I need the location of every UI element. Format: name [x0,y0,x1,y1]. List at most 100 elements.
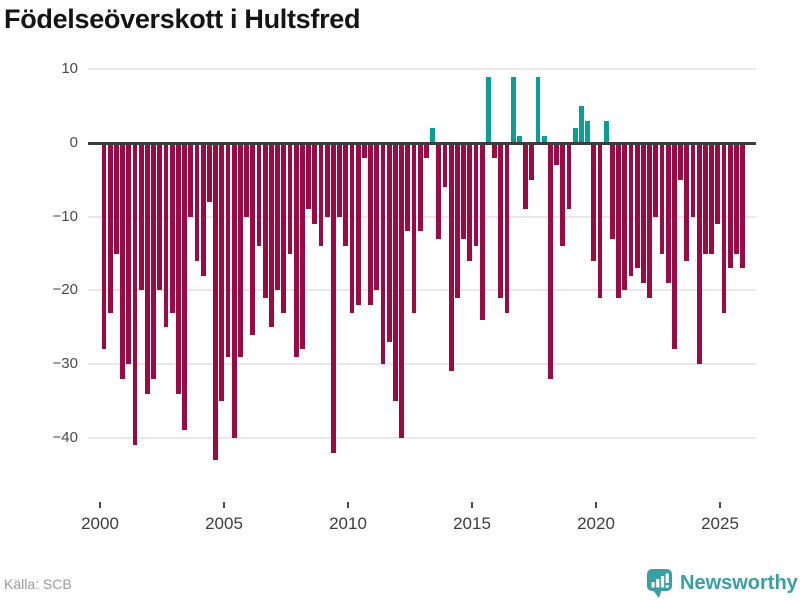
bar [151,143,156,379]
bar [405,143,411,232]
bar [244,143,249,217]
bar [374,143,380,291]
y-gridline [88,289,756,292]
bar [467,143,473,261]
source-note: Källa: SCB [4,576,72,592]
bar [603,120,609,143]
bar [349,143,355,313]
bar [213,143,218,460]
bar [597,143,603,298]
bar [622,143,628,291]
bar [337,143,342,217]
bar [225,143,231,357]
bar [331,143,336,453]
bar [548,143,553,379]
bar [634,143,640,269]
bar [411,143,417,313]
bar [442,143,448,188]
bar [486,76,491,143]
bar [585,120,590,143]
bar [417,143,423,232]
bar [554,143,559,166]
y-axis-label: −10 [52,207,78,225]
bar [157,143,163,291]
x-axis-label: 2005 [205,514,243,533]
x-axis-label: 2020 [577,514,615,533]
bar [517,135,522,143]
bar [523,143,528,210]
bar [194,143,200,261]
bar [312,143,318,225]
x-axis-tick [347,502,349,508]
bar [424,143,429,158]
y-gridline [88,436,756,439]
bar [610,143,615,239]
bar [256,143,262,247]
bar [473,143,479,247]
bar [479,143,485,320]
bar [101,143,107,350]
newsworthy-wordmark: Newsworthy [680,572,798,594]
y-gridline [88,68,756,71]
bar [641,143,646,284]
bar [448,143,454,372]
bar [430,128,435,143]
bar [703,143,708,254]
bar [455,143,460,298]
bar [163,143,169,328]
y-axis-label: −40 [52,428,78,446]
bar [380,143,386,365]
zero-baseline [88,141,756,145]
bar [436,143,442,239]
bar [355,143,361,306]
x-axis-label: 2000 [81,514,119,533]
bar [368,143,373,306]
bar [665,143,671,284]
bar [678,143,683,180]
bar [138,143,144,291]
bar [535,76,541,143]
y-axis-label: 10 [61,60,78,78]
bar [169,143,175,313]
bar [176,143,181,394]
x-axis-label: 2025 [701,514,739,533]
bar [132,143,138,446]
bar [275,143,280,291]
bar [572,128,578,143]
bar [231,143,237,438]
bar [293,143,299,357]
bar [653,143,659,217]
bar [529,143,535,180]
bar [541,135,547,143]
x-axis-tick [471,502,473,508]
bar [219,143,225,401]
bar [709,143,714,254]
bar [715,143,721,225]
bar [690,143,696,217]
bar [566,143,572,210]
bar [628,143,634,276]
bar [318,143,324,247]
bar [591,143,597,261]
y-gridline [88,363,756,366]
bar [684,143,690,261]
bar [300,143,305,350]
bar [306,143,311,210]
bar [386,143,392,342]
bar [510,76,516,143]
newsworthy-logo[interactable]: Newsworthy [646,568,798,599]
bar [114,143,119,254]
chart-title: Födelseöverskott i Hultsfred [4,4,361,34]
bar [262,143,268,298]
bar [560,143,566,247]
bar [672,143,677,350]
bar [504,143,510,313]
bar [343,143,349,247]
bar [126,143,132,365]
bar [188,143,194,217]
bar [145,143,150,394]
bar [362,143,367,158]
y-axis-label: −30 [52,355,78,373]
bar [461,143,466,239]
bar [498,143,504,298]
